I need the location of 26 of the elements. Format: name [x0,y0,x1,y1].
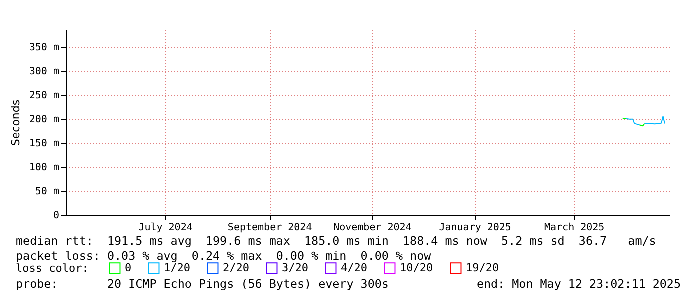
y-tick-label: 50 m [35,186,60,198]
x-tick-label: January 2025 [439,222,512,234]
x-tick-label: July 2024 [138,222,193,234]
y-tick-label: 0 [53,210,60,222]
legend-label: 0 [125,261,132,274]
x-tick-label: March 2025 [544,222,605,234]
legend-label: 19/20 [466,261,500,274]
y-tick-label: 100 m [29,162,60,174]
text: probe: 20 ICMP Echo Pings (56 Bytes) every 300s [16,277,389,291]
text: packet loss: 0.03 % avg 0.24 % max 0.00 % min 0.00 % now [16,249,432,263]
y-tick-label: 350 m [29,42,60,54]
legend-label: 3/20 [282,261,308,274]
y-axis-title: Seconds [9,100,22,146]
legend-label: 10/20 [400,261,434,274]
x-tick-label: September 2024 [228,222,312,234]
legend-label: 2/20 [223,261,250,274]
x-tick-label: November 2024 [334,222,412,234]
legend-label: 4/20 [341,261,368,274]
y-tick-label: 250 m [29,90,60,102]
legend-label: 1/20 [164,261,190,274]
legend-title: loss color: [16,262,89,275]
y-tick-label: 150 m [29,138,60,150]
y-tick-label: 200 m [29,114,60,126]
text: median rtt: 191.5 ms avg 199.6 ms max 185.0 ms min 188.4 ms now 5.2 ms sd 36.7 am/s [16,234,656,248]
text: end: Mon May 12 23:02:11 2025 [476,277,681,291]
y-tick-label: 300 m [29,66,60,78]
